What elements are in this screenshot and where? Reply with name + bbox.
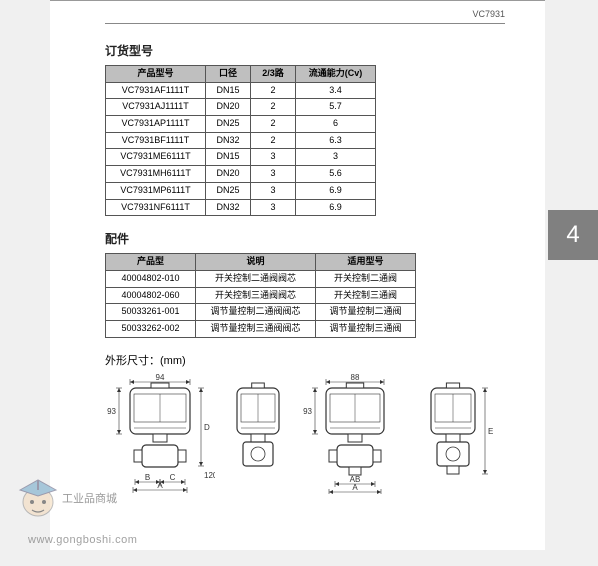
chapter-number: 4	[566, 221, 579, 249]
table-cell: VC7931AJ1111T	[106, 99, 206, 116]
diagram-front-2way: 94 93 D 120 B C A	[105, 374, 215, 494]
table-cell: 3.4	[296, 82, 376, 99]
svg-text:A: A	[352, 483, 358, 492]
order-section: 订货型号 产品型号口径2/3路流通能力(Cv) VC7931AF1111TDN1…	[105, 42, 505, 216]
datasheet-page: VC7931 订货型号 产品型号口径2/3路流通能力(Cv) VC7931AF1…	[50, 0, 545, 550]
table-cell: 3	[251, 166, 296, 183]
svg-text:88: 88	[351, 374, 360, 382]
table-cell: 6.9	[296, 182, 376, 199]
column-header: 流通能力(Cv)	[296, 66, 376, 83]
column-header: 产品型号	[106, 66, 206, 83]
watermark-brand: 工业品商城	[62, 490, 117, 506]
svg-text:A: A	[157, 481, 163, 490]
table-cell: VC7931MH6111T	[106, 166, 206, 183]
table-cell: 2	[251, 99, 296, 116]
table-row: 40004802-060开关控制三通阀阀芯开关控制三通阀	[106, 287, 416, 304]
table-cell: 2	[251, 82, 296, 99]
table-cell: 3	[251, 199, 296, 216]
diagram-side-3way: E	[419, 374, 499, 494]
table-cell: DN20	[206, 166, 251, 183]
table-cell: 50033261-001	[106, 304, 196, 321]
diagram-side-2way	[223, 374, 293, 494]
table-cell: VC7931BF1111T	[106, 132, 206, 149]
table-cell: DN25	[206, 182, 251, 199]
table-row: VC7931AF1111TDN1523.4	[106, 82, 376, 99]
table-cell: VC7931ME6111T	[106, 149, 206, 166]
column-header: 2/3路	[251, 66, 296, 83]
table-cell: VC7931NF6111T	[106, 199, 206, 216]
order-header-row: 产品型号口径2/3路流通能力(Cv)	[106, 66, 376, 83]
table-cell: 开关控制二通阀阀芯	[196, 270, 316, 287]
acc-header-row: 产品型说明适用型号	[106, 254, 416, 271]
svg-text:94: 94	[156, 374, 165, 382]
column-header: 产品型	[106, 254, 196, 271]
watermark-url: www.gongboshi.com	[28, 534, 137, 546]
table-row: VC7931MH6111TDN2035.6	[106, 166, 376, 183]
table-cell: DN20	[206, 99, 251, 116]
table-cell: 6.9	[296, 199, 376, 216]
svg-text:120: 120	[204, 471, 215, 480]
table-cell: 开关控制三通阀	[316, 287, 416, 304]
table-cell: DN15	[206, 149, 251, 166]
table-row: VC7931AP1111TDN2526	[106, 116, 376, 133]
table-row: 40004802-010开关控制二通阀阀芯开关控制二通阀	[106, 270, 416, 287]
table-cell: 3	[251, 182, 296, 199]
table-cell: DN15	[206, 82, 251, 99]
table-cell: 调节量控制二通阀	[316, 304, 416, 321]
table-cell: 调节量控制三通阀	[316, 320, 416, 337]
accessories-section: 配件 产品型说明适用型号 40004802-010开关控制二通阀阀芯开关控制二通…	[105, 230, 505, 337]
order-body: VC7931AF1111TDN1523.4VC7931AJ1111TDN2025…	[106, 82, 376, 216]
accessories-title: 配件	[105, 230, 505, 247]
table-cell: VC7931AP1111T	[106, 116, 206, 133]
table-cell: DN25	[206, 116, 251, 133]
table-cell: DN32	[206, 132, 251, 149]
table-cell: 开关控制二通阀	[316, 270, 416, 287]
table-cell: VC7931MP6111T	[106, 182, 206, 199]
svg-text:B: B	[145, 473, 150, 482]
svg-text:93: 93	[303, 407, 312, 416]
table-cell: 50033262-002	[106, 320, 196, 337]
order-title: 订货型号	[105, 42, 505, 59]
accessories-table: 产品型说明适用型号 40004802-010开关控制二通阀阀芯开关控制二通阀40…	[105, 253, 416, 337]
svg-text:93: 93	[107, 407, 116, 416]
table-cell: VC7931AF1111T	[106, 82, 206, 99]
table-cell: 3	[251, 149, 296, 166]
svg-text:D: D	[204, 423, 210, 432]
svg-text:E: E	[488, 427, 493, 436]
order-table: 产品型号口径2/3路流通能力(Cv) VC7931AF1111TDN1523.4…	[105, 65, 376, 216]
column-header: 说明	[196, 254, 316, 271]
table-cell: 40004802-060	[106, 287, 196, 304]
table-row: 50033262-002调节量控制三通阀阀芯调节量控制三通阀	[106, 320, 416, 337]
table-row: VC7931NF6111TDN3236.9	[106, 199, 376, 216]
diagram-front-3way: 88 93 AB A	[301, 374, 411, 494]
document-header: VC7931	[105, 9, 505, 24]
table-cell: 开关控制三通阀阀芯	[196, 287, 316, 304]
table-cell: DN32	[206, 199, 251, 216]
table-cell: 6	[296, 116, 376, 133]
table-cell: 6.3	[296, 132, 376, 149]
header-model-code: VC7931	[472, 9, 505, 19]
table-cell: 5.7	[296, 99, 376, 116]
dimensions-section: 外形尺寸：(mm) 94 93 D 120 B C A 88	[105, 352, 505, 494]
dimensions-title: 外形尺寸：(mm)	[105, 352, 505, 368]
acc-body: 40004802-010开关控制二通阀阀芯开关控制二通阀40004802-060…	[106, 270, 416, 337]
table-row: 50033261-001调节量控制二通阀阀芯调节量控制二通阀	[106, 304, 416, 321]
table-cell: 3	[296, 149, 376, 166]
table-cell: 调节量控制三通阀阀芯	[196, 320, 316, 337]
watermark-logo	[10, 468, 70, 528]
chapter-tab: 4	[548, 210, 598, 260]
table-cell: 调节量控制二通阀阀芯	[196, 304, 316, 321]
dimension-diagrams: 94 93 D 120 B C A 88 93 AB	[105, 374, 505, 494]
svg-text:C: C	[170, 473, 176, 482]
table-row: VC7931BF1111TDN3226.3	[106, 132, 376, 149]
table-cell: 2	[251, 132, 296, 149]
column-header: 口径	[206, 66, 251, 83]
table-row: VC7931ME6111TDN1533	[106, 149, 376, 166]
table-row: VC7931AJ1111TDN2025.7	[106, 99, 376, 116]
table-cell: 40004802-010	[106, 270, 196, 287]
table-row: VC7931MP6111TDN2536.9	[106, 182, 376, 199]
table-cell: 2	[251, 116, 296, 133]
column-header: 适用型号	[316, 254, 416, 271]
table-cell: 5.6	[296, 166, 376, 183]
